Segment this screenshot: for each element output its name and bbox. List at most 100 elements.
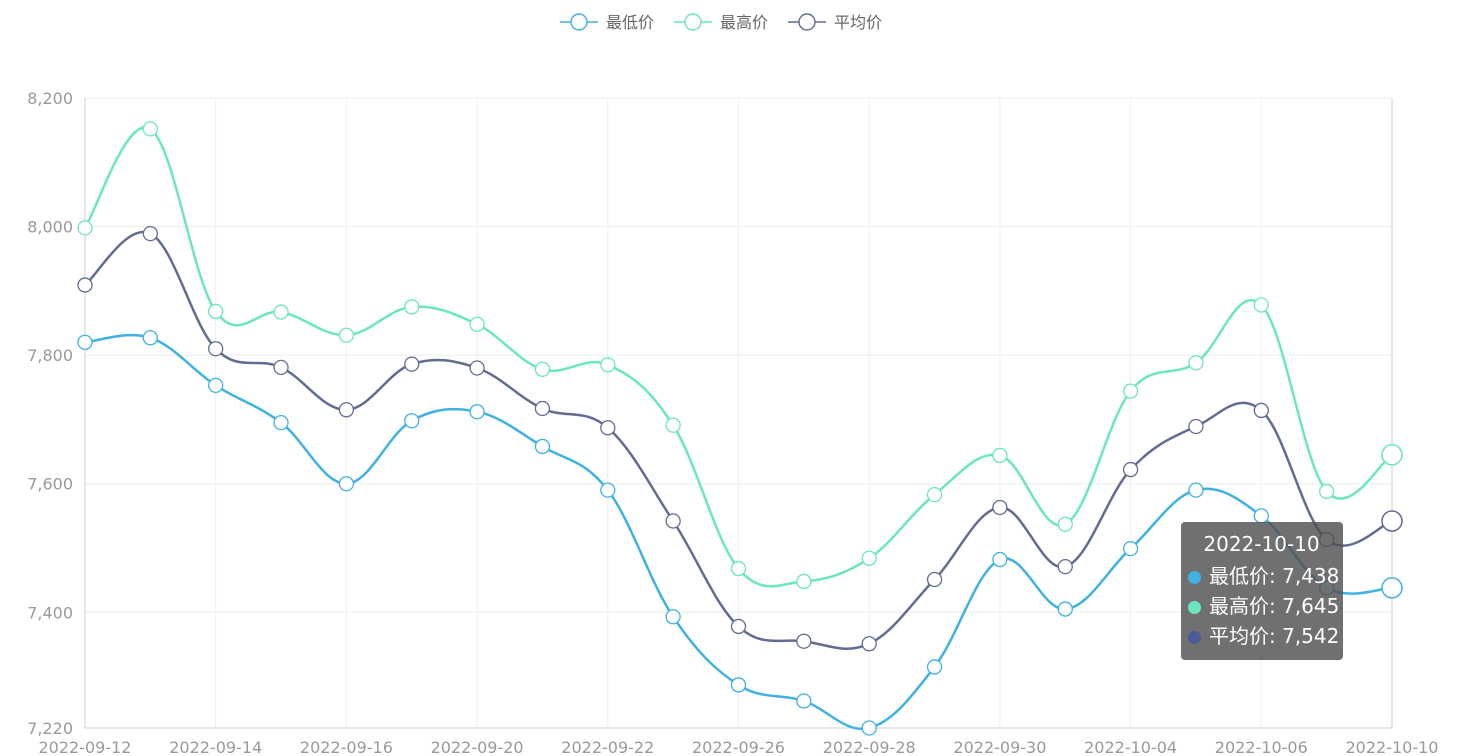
data-point xyxy=(404,413,420,429)
x-tick-label: 2022-09-26 xyxy=(692,738,785,756)
data-point xyxy=(142,121,159,137)
data-point xyxy=(796,693,812,709)
data-point xyxy=(534,438,551,455)
y-tick-label: 8,000 xyxy=(27,218,73,237)
data-point xyxy=(1057,516,1073,532)
data-point xyxy=(796,633,812,649)
data-point xyxy=(534,361,551,377)
tooltip-row-max: 最高价: 7,645 xyxy=(1188,591,1339,621)
legend-circle-icon xyxy=(798,13,816,31)
x-tick-label: 2022-09-20 xyxy=(431,738,524,756)
data-point xyxy=(273,359,289,376)
y-tick-label: 8,200 xyxy=(27,89,73,108)
legend[interactable]: 最低价 最高价 平均价 xyxy=(560,13,882,32)
data-point xyxy=(861,636,877,652)
x-tick-label: 2022-09-16 xyxy=(300,738,393,756)
data-point xyxy=(665,513,681,529)
x-tick-label: 2022-09-30 xyxy=(953,738,1046,756)
legend-circle-icon xyxy=(570,13,588,31)
legend-item-2[interactable]: 平均价 xyxy=(788,13,882,32)
data-point xyxy=(730,677,747,693)
tooltip-row-label: 最低价: 7,438 xyxy=(1209,564,1340,588)
series-group xyxy=(77,121,1403,736)
tooltip-title: 2022-10-10 xyxy=(1203,532,1320,556)
data-point xyxy=(273,414,289,431)
data-point xyxy=(796,573,812,590)
data-point xyxy=(926,571,943,588)
data-point xyxy=(469,316,485,332)
x-tick-label: 2022-09-14 xyxy=(169,738,262,756)
series-dot-icon xyxy=(1188,631,1201,644)
data-point xyxy=(404,299,420,315)
data-point xyxy=(1188,482,1204,498)
data-point xyxy=(208,303,224,320)
legend-circle-icon xyxy=(684,13,702,31)
data-point xyxy=(600,482,616,498)
data-point xyxy=(600,420,616,436)
data-point xyxy=(77,277,93,293)
data-point xyxy=(77,334,93,350)
data-point xyxy=(273,304,289,320)
tooltip-row-min: 最低价: 7,438 xyxy=(1188,561,1339,591)
data-point xyxy=(142,330,159,346)
data-point xyxy=(208,341,224,357)
data-point xyxy=(338,402,355,418)
data-point xyxy=(600,357,616,373)
x-tick-label: 2022-10-06 xyxy=(1215,738,1308,756)
data-point xyxy=(338,327,355,343)
legend-item-1[interactable]: 最高价 xyxy=(674,13,768,32)
series-2 xyxy=(77,225,1403,652)
axes xyxy=(84,98,1393,729)
legend-label: 最低价 xyxy=(606,13,654,32)
series-0 xyxy=(77,330,1403,736)
tooltip-row-label: 最高价: 7,645 xyxy=(1209,594,1340,618)
data-point xyxy=(926,486,943,503)
data-point xyxy=(534,400,551,417)
data-point xyxy=(730,618,747,635)
data-point xyxy=(1122,383,1139,399)
series-1 xyxy=(77,121,1403,590)
legend-label: 最高价 xyxy=(720,13,768,32)
x-tick-label: 2022-09-22 xyxy=(561,738,654,756)
x-tick-label: 2022-10-04 xyxy=(1084,738,1177,756)
grid-lines xyxy=(85,97,1393,729)
y-axis-labels: 7,220 7,400 7,600 7,800 8,000 8,200 xyxy=(27,89,73,738)
data-point xyxy=(1253,508,1269,524)
x-tick-label: 2022-09-12 xyxy=(39,738,132,756)
data-point xyxy=(992,447,1008,464)
y-tick-label: 7,220 xyxy=(27,719,73,738)
data-point xyxy=(665,417,681,433)
data-point xyxy=(1253,297,1269,313)
data-point xyxy=(469,404,485,420)
legend-item-0[interactable]: 最低价 xyxy=(560,13,654,32)
tooltip-row-label: 平均价: 7,542 xyxy=(1209,624,1340,648)
data-point xyxy=(665,609,681,625)
data-point xyxy=(1188,418,1204,435)
data-point xyxy=(208,377,224,394)
legend-label: 平均价 xyxy=(834,13,882,32)
y-tick-label: 7,400 xyxy=(27,603,73,622)
data-point xyxy=(1057,558,1073,575)
data-point xyxy=(926,659,943,675)
series-dot-icon xyxy=(1188,601,1201,614)
tooltip-row-avg: 平均价: 7,542 xyxy=(1188,621,1339,651)
data-point xyxy=(861,550,877,566)
y-tick-label: 7,600 xyxy=(27,475,73,494)
tooltip: 2022-10-10 最低价: 7,438 最高价: 7,645 平均价: 7,… xyxy=(1181,522,1343,660)
data-point xyxy=(404,356,420,372)
data-point xyxy=(1319,483,1335,500)
data-point xyxy=(1057,601,1073,617)
data-point xyxy=(1381,510,1403,532)
data-point xyxy=(861,720,877,736)
data-point xyxy=(1122,540,1139,557)
data-point xyxy=(1188,355,1204,371)
x-tick-label: 2022-10-10 xyxy=(1346,738,1439,756)
data-point xyxy=(730,560,747,577)
data-point xyxy=(992,551,1008,568)
data-point xyxy=(992,499,1008,516)
data-point xyxy=(1122,461,1139,478)
data-point xyxy=(338,476,355,492)
data-point xyxy=(469,360,485,376)
y-tick-label: 7,800 xyxy=(27,346,73,365)
